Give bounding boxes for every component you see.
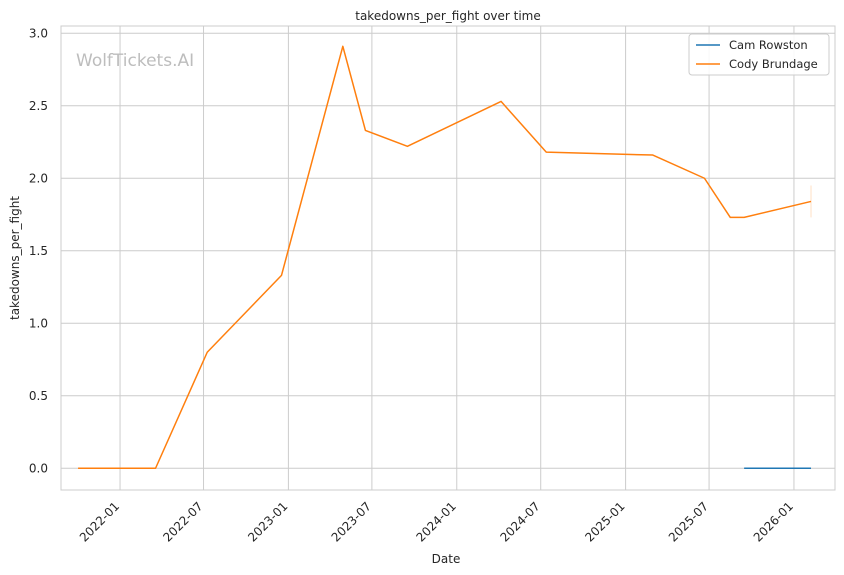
grid-lines <box>61 26 835 490</box>
y-tick-labels: 0.0 0.5 1.0 1.5 2.0 2.5 3.0 <box>29 26 48 475</box>
legend-label-cody-brundage: Cody Brundage <box>729 57 818 71</box>
y-tick-label: 1.0 <box>29 316 48 330</box>
legend: Cam Rowston Cody Brundage <box>688 33 830 76</box>
series-line-cody-brundage <box>78 45 812 469</box>
y-axis-title: takedowns_per_fight <box>8 196 22 320</box>
x-axis-title: Date <box>432 552 461 566</box>
y-tick-label: 1.5 <box>29 244 48 258</box>
plot-frame <box>60 25 836 491</box>
legend-box <box>688 33 830 76</box>
series-layer <box>78 45 812 469</box>
y-tick-label: 0.0 <box>29 461 48 475</box>
chart-title: takedowns_per_fight over time <box>355 9 541 23</box>
y-tick-label: 2.5 <box>29 99 48 113</box>
y-tick-label: 0.5 <box>29 389 48 403</box>
y-tick-label: 2.0 <box>29 171 48 185</box>
legend-label-cam-rowston: Cam Rowston <box>729 38 808 52</box>
watermark: WolfTickets.AI <box>76 51 194 71</box>
y-tick-label: 3.0 <box>29 26 48 40</box>
